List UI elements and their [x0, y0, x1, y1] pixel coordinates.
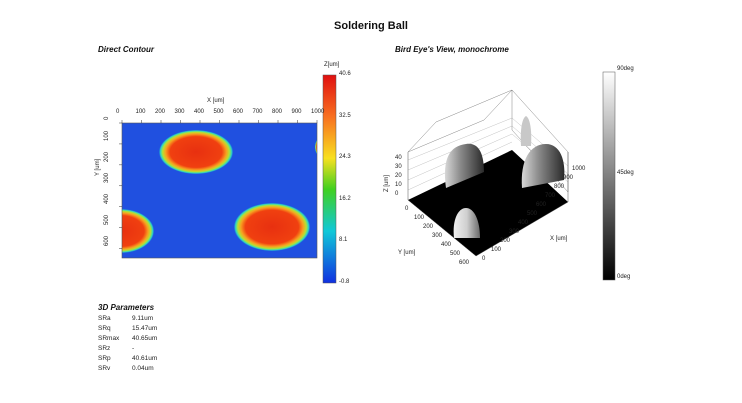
- param-value: 15.47um: [132, 325, 158, 332]
- z-tick-label: 10: [395, 182, 402, 188]
- x-axis-label-3d: X [um]: [550, 236, 568, 242]
- x-tick-label: 300: [174, 109, 185, 115]
- page-title: Soldering Ball: [334, 20, 408, 32]
- colorbar-tick-label: 24.3: [339, 154, 351, 161]
- dome: [453, 208, 480, 238]
- x-tick-label: 900: [291, 109, 302, 115]
- x-tick-label: 700: [252, 109, 263, 115]
- y-tick-label: 600: [104, 235, 110, 246]
- bird-eye-panel-title: Bird Eye's View, monochrome: [395, 45, 509, 54]
- x-tick-label: 1000: [311, 109, 325, 115]
- y-tick-label-3d: 200: [423, 224, 434, 230]
- y-tick-label: 400: [104, 193, 110, 204]
- y-tick-label: 200: [104, 151, 110, 162]
- y-tick-label: 300: [104, 172, 110, 183]
- param-name: SRp: [98, 355, 111, 362]
- x-tick-label: 800: [272, 109, 283, 115]
- x-tick-label-3d: 500: [527, 211, 538, 217]
- y-tick-label: 500: [104, 214, 110, 225]
- param-value: 0.04um: [132, 365, 154, 372]
- angle-colorbar: [602, 71, 616, 281]
- param-value: 40.65um: [132, 335, 158, 342]
- x-tick-label-3d: 800: [554, 184, 565, 190]
- x-tick-label-3d: 1000: [572, 166, 586, 172]
- x-tick-label-3d: 600: [536, 202, 547, 208]
- bird-eye-plot: [407, 71, 616, 281]
- z-tick-label: 30: [395, 164, 402, 170]
- param-name: SRa: [98, 315, 111, 322]
- x-tick-label: 100: [135, 109, 146, 115]
- colorbar-tick-label: 16.2: [339, 195, 351, 202]
- y-axis-label: Y [um]: [95, 158, 101, 176]
- param-value: 9.11um: [132, 315, 154, 322]
- x-tick-label-3d: 300: [509, 229, 520, 235]
- x-tick-label-3d: 100: [491, 247, 502, 253]
- x-tick-label: 200: [155, 109, 166, 115]
- param-name: SRz: [98, 345, 111, 352]
- dome: [521, 144, 565, 188]
- z-axis-label: Z [um]: [384, 174, 390, 192]
- param-name: SRmax: [98, 335, 120, 342]
- angle-colorbar-label: 90deg: [617, 66, 634, 72]
- y-tick-label: 0: [104, 116, 110, 120]
- dome: [444, 143, 484, 188]
- z-colorbar: [322, 74, 337, 284]
- dome: [520, 116, 532, 146]
- y-tick-label-3d: 400: [441, 242, 452, 248]
- x-tick-label: 600: [233, 109, 244, 115]
- y-tick-label-3d: 0: [405, 206, 409, 212]
- param-name: SRv: [98, 365, 111, 372]
- colorbar-tick-label: 8.1: [339, 237, 348, 244]
- x-tick-label-3d: 700: [545, 193, 556, 199]
- param-value: 40.61um: [132, 355, 158, 362]
- param-name: SRq: [98, 325, 111, 332]
- colorbar-tick-label: 32.5: [339, 112, 351, 119]
- contour-panel-title: Direct Contour: [98, 45, 154, 54]
- x-tick-label-3d: 200: [500, 238, 511, 244]
- solder-ball: [122, 209, 154, 253]
- param-value: -: [132, 345, 135, 352]
- params-title: 3D Parameters: [98, 303, 155, 312]
- y-tick-label: 100: [104, 130, 110, 141]
- x-tick-label-3d: 900: [563, 175, 574, 181]
- y-axis-label-3d: Y [um]: [398, 250, 416, 256]
- contour-plot: [119, 74, 337, 284]
- x-tick-label: 400: [194, 109, 205, 115]
- solder-ball: [234, 203, 310, 251]
- x-tick-label: 0: [116, 109, 120, 115]
- x-axis-label: X [um]: [207, 98, 225, 104]
- z-tick-label: 40: [395, 155, 402, 161]
- solder-ball: [159, 130, 233, 174]
- y-tick-label-3d: 100: [414, 215, 425, 221]
- z-tick-label: 0: [395, 191, 399, 197]
- colorbar-tick-label: 40.6: [339, 71, 351, 77]
- y-tick-label-3d: 600: [459, 260, 470, 266]
- colorbar-unit: Z[um]: [324, 62, 340, 68]
- y-tick-label-3d: 500: [450, 251, 461, 257]
- x-tick-label-3d: 400: [518, 220, 529, 226]
- x-tick-label: 500: [213, 109, 224, 115]
- solder-ball: [315, 139, 317, 155]
- y-tick-label-3d: 300: [432, 233, 443, 239]
- colorbar-tick-label: -0.8: [339, 279, 350, 285]
- z-tick-label: 20: [395, 173, 402, 179]
- angle-colorbar-label: 45deg: [617, 170, 634, 176]
- angle-colorbar-label: 0deg: [617, 274, 631, 280]
- x-tick-label-3d: 0: [482, 256, 486, 262]
